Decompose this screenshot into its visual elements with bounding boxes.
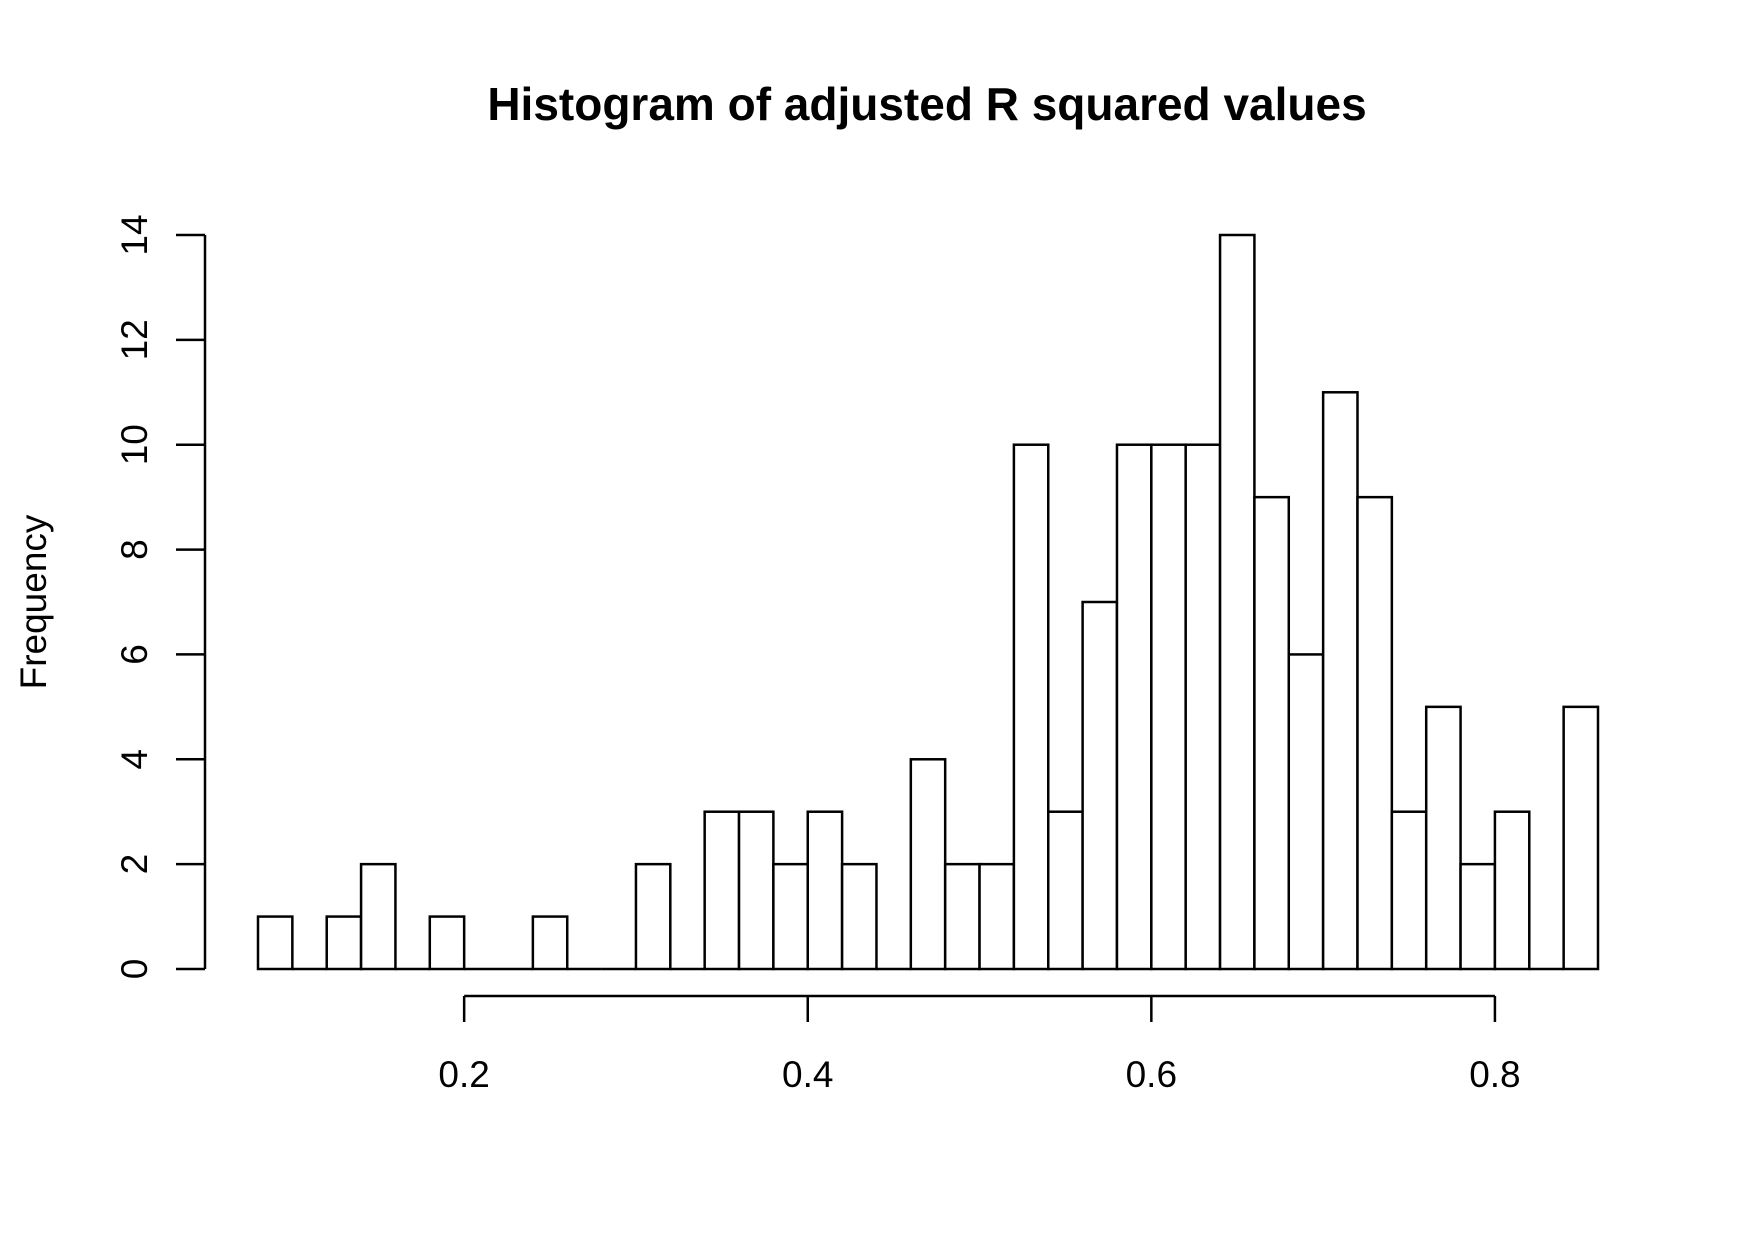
histogram-bar [703, 810, 741, 971]
histogram-bar [1493, 810, 1531, 971]
histogram-bar [359, 862, 397, 971]
y-tick-label: 4 [114, 749, 155, 770]
histogram-bar [1356, 495, 1394, 971]
histogram-bar [737, 810, 775, 971]
bars-group [256, 233, 1600, 971]
histogram-bar [909, 758, 947, 971]
histogram-bar [1562, 705, 1600, 971]
histogram-bar [1424, 705, 1462, 971]
histogram-bar [1012, 443, 1050, 971]
histogram-bar [1390, 810, 1428, 971]
y-tick-label: 14 [114, 214, 155, 255]
x-axis: 0.2 0.4 0.6 0.8 [438, 994, 1521, 1095]
chart-title: Histogram of adjusted R squared values [487, 78, 1366, 130]
y-tick-label: 10 [114, 424, 155, 465]
histogram-bar [1321, 391, 1359, 971]
histogram-bar [531, 915, 569, 971]
histogram-bar [1287, 653, 1325, 971]
x-tick-label: 0.8 [1469, 1054, 1520, 1095]
histogram-bar [806, 810, 844, 971]
x-tick-label: 0.6 [1126, 1054, 1177, 1095]
histogram-bar [256, 915, 294, 971]
histogram-bar [1150, 443, 1187, 971]
y-axis: 0 2 4 6 8 10 12 14 [114, 214, 207, 980]
y-tick-label: 12 [114, 319, 155, 360]
y-axis-title: Frequency [13, 514, 54, 689]
y-tick-label: 2 [114, 854, 155, 875]
histogram-bar [943, 862, 981, 971]
histogram-bar [840, 862, 878, 971]
histogram-bar [428, 915, 466, 971]
histogram-bar [1459, 862, 1497, 971]
histogram-bar [634, 862, 672, 971]
y-tick-label: 0 [114, 959, 155, 980]
histogram-bar [772, 862, 809, 971]
histogram-bar [1253, 495, 1291, 971]
x-tick-label: 0.4 [782, 1054, 833, 1095]
histogram-bar [1184, 443, 1222, 971]
histogram-bar [325, 915, 363, 971]
histogram-bar [978, 862, 1016, 971]
histogram-bar [1081, 600, 1119, 971]
histogram-bar [1047, 810, 1084, 971]
y-tick-label: 6 [114, 644, 155, 665]
histogram-bar [1115, 443, 1153, 971]
y-tick-label: 8 [114, 539, 155, 560]
x-tick-label: 0.2 [438, 1054, 489, 1095]
histogram-bar [1218, 233, 1256, 971]
